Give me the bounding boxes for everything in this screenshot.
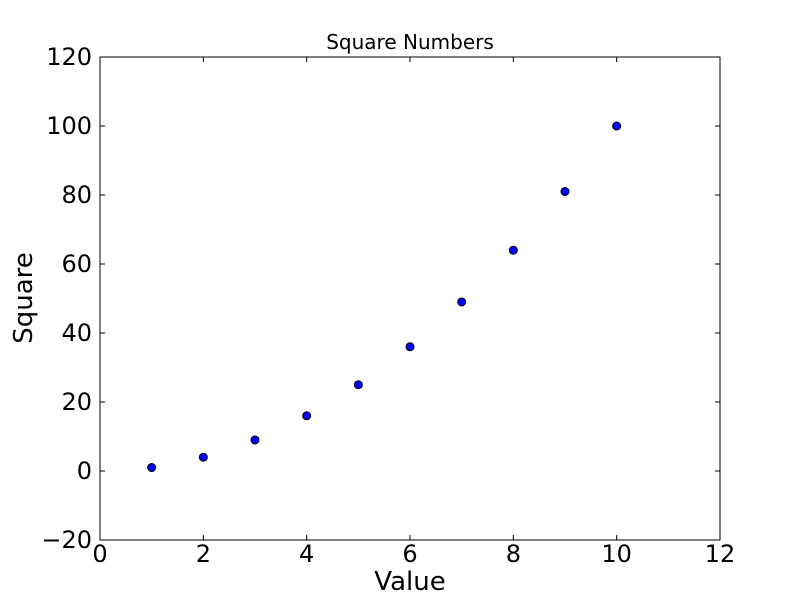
y-tick-label: 80 <box>61 181 92 209</box>
data-point <box>147 463 157 473</box>
x-tick-label: 2 <box>196 540 211 568</box>
x-tick-label: 10 <box>601 540 632 568</box>
data-point <box>198 452 208 462</box>
y-tick-label: 100 <box>46 112 92 140</box>
x-axis-label: Value <box>374 567 445 597</box>
x-tick-label: 12 <box>705 540 736 568</box>
y-axis-label: Square <box>9 252 39 344</box>
y-tick-label: 40 <box>61 319 92 347</box>
data-point <box>560 187 570 197</box>
y-tick-label: 120 <box>46 43 92 71</box>
data-point <box>612 121 622 131</box>
data-point <box>457 297 467 307</box>
x-tick-label: 0 <box>92 540 107 568</box>
y-tick-label: 0 <box>77 457 92 485</box>
chart-title: Square Numbers <box>326 30 494 54</box>
y-tick-label: 60 <box>61 250 92 278</box>
data-point <box>302 411 312 421</box>
y-tick-label: 20 <box>61 388 92 416</box>
data-point <box>353 380 363 390</box>
y-tick-label: −20 <box>41 526 92 554</box>
x-tick-label: 8 <box>506 540 521 568</box>
x-tick-label: 4 <box>299 540 314 568</box>
data-point <box>250 435 260 445</box>
data-point <box>405 342 415 352</box>
x-tick-label: 6 <box>402 540 417 568</box>
data-point <box>508 245 518 255</box>
plot-frame <box>99 56 721 541</box>
